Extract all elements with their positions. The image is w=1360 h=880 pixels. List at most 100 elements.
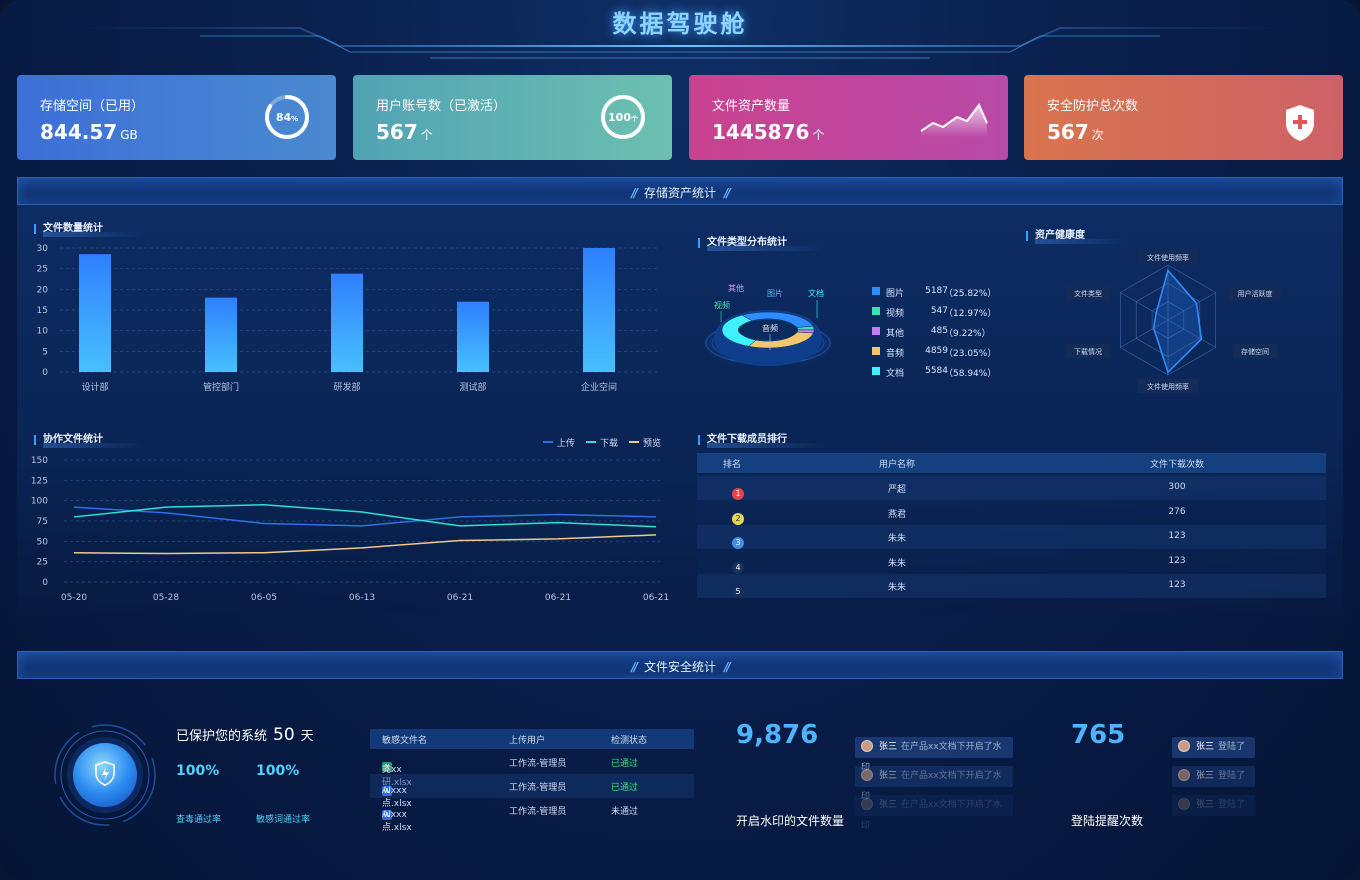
x-tick-label: 企业空间 <box>581 381 617 393</box>
message-user: 张三 <box>879 742 898 752</box>
legend-item: 上传 <box>543 436 575 449</box>
sensitive-word-label: 敏感词通过率 <box>256 815 311 825</box>
svg-text:100个: 100个 <box>608 111 639 124</box>
word-file-icon: W <box>382 810 392 820</box>
legend-count: 5584 <box>925 366 948 376</box>
slash-icon: // <box>631 186 638 200</box>
series-line <box>73 506 657 527</box>
legend-name: 音频 <box>886 349 905 359</box>
status-cell: 已通过 <box>611 759 639 769</box>
radar-label-bg <box>1233 344 1277 358</box>
uploader-cell: 工作流-管理员 <box>509 783 567 793</box>
activity-message[interactable]: 张三 登陆了 <box>1172 766 1255 787</box>
section-title: 文件安全统计 <box>643 660 716 674</box>
message-action: 登陆了 <box>1218 800 1246 810</box>
ranking-row[interactable]: 4 朱朱 123 <box>697 549 1326 574</box>
legend-count: 485 <box>930 326 948 336</box>
y-tick-label: 25 <box>37 265 48 275</box>
sensitive-col: 检测状态 <box>611 736 648 746</box>
x-tick-label: 06-13 <box>349 593 375 603</box>
header: 数据驾驶舱 <box>0 0 1360 64</box>
radar-axis-label: 下载情况 <box>1074 347 1102 356</box>
donut-label: 视频 <box>714 300 730 310</box>
y-tick-label: 125 <box>31 476 48 486</box>
message-user: 张三 <box>879 771 898 781</box>
activity-message[interactable]: 张三 登陆了 <box>1172 795 1255 816</box>
ranking-row[interactable]: 3 朱朱 123 <box>697 525 1326 549</box>
y-tick-label: 10 <box>37 327 49 337</box>
message-action: 在产品xx文档下开启了水印 <box>861 742 1002 773</box>
ranking-col: 用户名称 <box>878 460 915 470</box>
ring-text: 100 <box>608 111 631 124</box>
radar-label-bg <box>1066 344 1110 358</box>
message-action: 在产品xx文档下开启了水印 <box>861 800 1002 831</box>
activity-message[interactable]: 张三 登陆了 <box>1172 737 1255 758</box>
file-name: AIxxx点.xlsx <box>382 810 412 833</box>
y-tick-label: 5 <box>42 347 48 357</box>
bar <box>79 254 111 372</box>
x-tick-label: 06-21 <box>545 593 571 603</box>
radar-axis-label: 文件使用频率 <box>1147 382 1189 391</box>
message-user: 张三 <box>879 800 898 810</box>
avatar <box>861 769 873 781</box>
legend-pct: （12.97%） <box>944 309 997 319</box>
x-tick-label: 管控部门 <box>203 381 239 393</box>
kpi-card-storage[interactable]: 存储空间（已用） 844.57 GB 84% <box>17 75 336 160</box>
legend-name: 视频 <box>886 309 905 319</box>
sensitive-row[interactable]: W AIxxx点.xlsx 工作流-管理员 未通过 <box>370 798 694 833</box>
y-tick-label: 0 <box>42 368 48 378</box>
protect-days: 已保护您的系统 50 天 <box>176 725 314 745</box>
activity-message[interactable]: 张三在产品xx文档下开启了水印 <box>855 795 1013 831</box>
bar <box>331 273 363 372</box>
file-count-title: 文件数量统计 <box>34 224 143 237</box>
kpi-card-users[interactable]: 用户账号数（已激活） 567 个 100个 <box>353 75 672 160</box>
sensitive-row[interactable]: W AIxxx点.xlsx 工作流-管理员 已通过 <box>370 774 694 809</box>
legend-name: 其他 <box>886 329 905 339</box>
collab-title: 协作文件统计 <box>34 435 143 448</box>
kpi-label: 安全防护总次数 <box>1047 99 1139 114</box>
kpi-label: 用户账号数（已激活） <box>376 99 507 114</box>
radar-axis-label: 文件使用频率 <box>1147 253 1189 262</box>
sensitive-row[interactable]: X 竟xx研.xlsx 工作流-管理员 已通过 <box>370 750 694 788</box>
legend-pct: （58.94%） <box>944 369 997 379</box>
file-name: 竟xx研.xlsx <box>382 765 412 788</box>
message-user: 张三 <box>1196 742 1215 752</box>
legend-item: 预览 <box>629 436 661 449</box>
kpi-card-files[interactable]: 文件资产数量 1445876 个 <box>689 75 1008 160</box>
user-name-cell: 燕君 <box>887 509 906 520</box>
svg-text:84%: 84% <box>276 111 298 124</box>
radar-axis-label: 用户活跃度 <box>1238 289 1273 298</box>
donut-label: 图片 <box>767 288 783 298</box>
radar-label-bg <box>1138 250 1198 264</box>
legend-swatch <box>872 307 880 315</box>
activity-message[interactable]: 张三在产品xx文档下开启了水印 <box>855 766 1013 802</box>
page-title: 数据驾驶舱 <box>612 10 748 38</box>
download-count-cell: 123 <box>1168 531 1186 541</box>
file-name: AIxxx点.xlsx <box>382 786 412 809</box>
protection-ring-icon <box>54 724 156 826</box>
avatar <box>861 798 873 810</box>
ranking-col: 排名 <box>722 460 741 470</box>
ranking-row[interactable]: 5 朱朱 123 <box>697 574 1326 598</box>
ranking-title: 文件下载成员排行 <box>698 435 827 448</box>
kpi-card-security[interactable]: 安全防护总次数 567 次 <box>1024 75 1343 160</box>
slash-icon: // <box>724 186 731 200</box>
kpi-value: 1445876 个 <box>712 120 825 144</box>
login-label: 登陆提醒次数 <box>1071 814 1144 828</box>
rank-badge: 5 <box>732 586 744 598</box>
legend-name: 文档 <box>886 369 905 379</box>
y-tick-label: 15 <box>37 306 48 316</box>
ranking-row[interactable]: 2 燕君 276 <box>697 500 1326 525</box>
message-action: 登陆了 <box>1218 771 1246 781</box>
kpi-value: 844.57 GB <box>40 120 138 144</box>
ranking-row[interactable]: 1 严超 300 <box>697 476 1326 500</box>
user-name-cell: 朱朱 <box>887 558 906 569</box>
y-tick-label: 150 <box>31 456 48 466</box>
x-tick-label: 研发部 <box>333 381 360 393</box>
rank-badge: 4 <box>732 561 744 574</box>
legend-swatch <box>872 367 880 375</box>
excel-file-icon: X <box>382 762 392 772</box>
